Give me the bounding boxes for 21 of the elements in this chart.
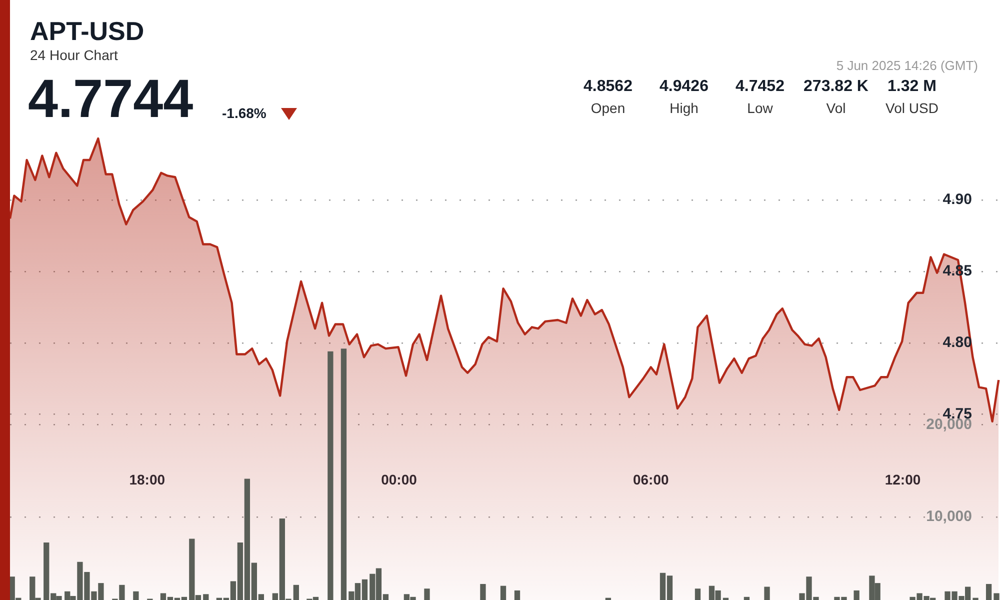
annotation: 4.9426: [658, 78, 710, 96]
annotation: 5 Jun 2025 14:26 (GMT): [836, 58, 978, 73]
y2-tick-label: 10,000: [926, 508, 972, 526]
x-tick-label: 00:00: [381, 471, 418, 488]
annotation: -1.68%: [222, 105, 266, 121]
annotation: 1.32 M: [886, 78, 938, 96]
annotation: 4.8562: [582, 78, 634, 96]
annotation: 4.7452: [734, 78, 786, 96]
text: APT-USD: [30, 16, 144, 47]
annotation: Vol: [825, 100, 847, 116]
annotation: 4.7744: [28, 68, 194, 130]
x-tick-label: 18:00: [129, 471, 166, 488]
annotation: Low: [746, 100, 774, 116]
annotation: Open: [590, 100, 626, 116]
annotation: High: [668, 100, 700, 116]
text: 24 Hour Chart: [30, 47, 118, 63]
x-tick-label: 12:00: [884, 471, 921, 488]
x-tick-label: 06:00: [632, 471, 669, 488]
annotation: 273.82 K: [802, 78, 870, 96]
y-tick-label: 4.90: [942, 191, 972, 208]
annotation: Vol USD: [884, 100, 940, 116]
